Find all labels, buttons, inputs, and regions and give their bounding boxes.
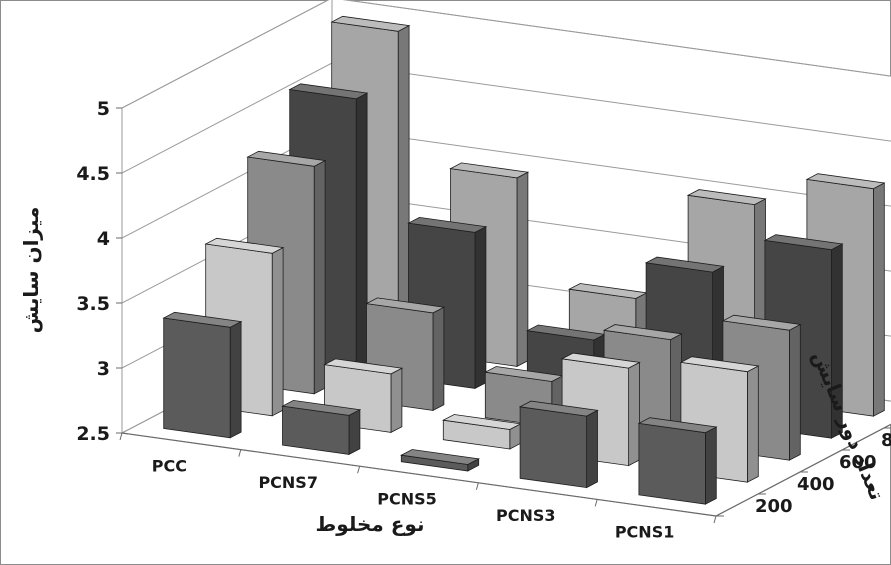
bar [400,449,480,472]
x-tick-mark [357,466,361,474]
bar-top [162,311,243,328]
bar-top [560,352,641,369]
bar-top [323,358,404,375]
bar-front [519,406,587,489]
bar [442,414,522,450]
labels-layer: 2.5 3 3.5 4 4.5 5 PCC PCNS7 PCNS5 PCNS3 PCNS1 20040… [76,98,891,542]
bar-side [432,306,445,412]
bar-side [789,323,801,461]
depth-tick-label: 200 [755,496,793,517]
bar [162,311,243,439]
bar-top [518,400,599,417]
depth-tick-label: 800 [881,430,891,451]
x-tick-label: PCNS1 [615,523,675,542]
y-tick-label: 5 [97,98,110,120]
x-axis-title: نوع مخلوط [316,512,425,536]
x-tick-label: PCNS5 [377,490,437,509]
bar-side [705,426,717,505]
x-tick-mark [119,432,123,441]
bar-side [355,92,368,373]
bar-top [400,449,480,465]
bar-side [313,159,326,395]
bar-top [686,189,767,206]
bar-side [586,409,598,489]
x-tick-mark [238,449,242,457]
bar-top [365,297,446,314]
bar [281,399,362,456]
bar-top [602,324,683,341]
x-tick-mark [713,515,717,524]
bar-top [805,173,886,190]
bar-side [348,409,361,456]
bar-top [330,15,411,32]
x-tick-mark [475,482,479,490]
depth-tick-label: 400 [797,474,835,495]
bar [518,400,599,489]
bars-layer [162,15,886,505]
y-axis-title: میزان سایش [19,207,43,334]
y-tick-label: 3.5 [76,293,110,315]
y-tick-label: 3 [97,358,110,380]
bar-front [163,317,231,439]
bar-front [638,422,706,505]
y-tick-label: 4.5 [76,163,110,185]
depth-tick-label: 600 [839,452,877,473]
bar-top [644,256,725,273]
depth-axis-line [715,423,891,517]
bar-side [628,361,640,467]
bar-side [747,365,759,483]
y-tick-label: 2.5 [76,423,110,445]
bar-top [721,314,802,331]
bar-top [637,417,718,434]
bar-top [449,162,530,179]
bar-top [281,399,362,416]
bar-top [407,216,488,233]
x-tick-label: PCC [152,456,187,475]
bar-side [271,246,284,417]
y-tick-label: 4 [97,228,110,250]
bar-top [288,83,369,100]
gridline [121,0,891,109]
x-tick-label: PCNS7 [258,473,318,492]
bar-top [679,356,760,373]
bar-side [474,226,487,390]
bar-side [390,367,403,434]
x-axis-line [121,432,717,517]
bar-top [763,234,844,251]
bar-top [204,237,285,254]
x-tick-label: PCNS3 [496,506,556,525]
bar-side [516,171,529,368]
bar-side [229,320,242,439]
x-tick-mark [594,499,598,507]
bar [637,417,718,505]
bar-top [246,150,327,167]
bar-side [873,182,885,417]
